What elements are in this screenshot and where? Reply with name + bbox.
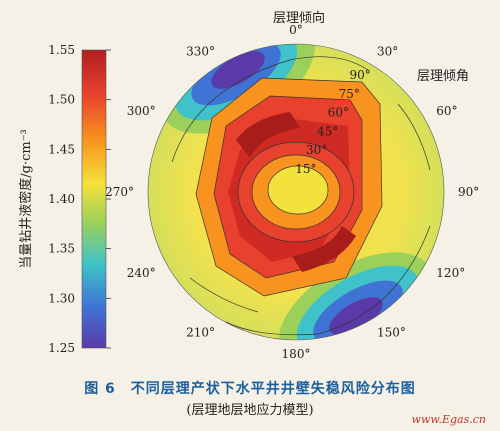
figure-caption-title: 图 6 不同层理产状下水平井井壁失稳风险分布图 xyxy=(84,381,416,397)
colorbar-tick-label: 1.55 xyxy=(48,43,75,57)
dip-axis-title: 层理倾角 xyxy=(417,69,469,84)
azimuth-tick-label: 30° xyxy=(377,45,398,59)
colorbar-tick-label: 1.40 xyxy=(48,192,75,206)
azimuth-tick-label: 0° xyxy=(289,23,303,37)
colorbar-tick-label: 1.25 xyxy=(48,341,75,355)
azimuth-tick-label: 60° xyxy=(436,104,457,118)
azimuth-tick-label: 330° xyxy=(186,45,215,59)
colorbar-tick-label: 1.45 xyxy=(48,142,75,156)
colorbar-label: 当量钻井液密度/g·cm⁻³ xyxy=(18,129,34,269)
azimuth-tick-label: 90° xyxy=(458,185,479,199)
azimuth-tick-label: 270° xyxy=(105,185,134,199)
dip-tick-label: 15° xyxy=(295,162,316,176)
colorbar-tick-label: 1.30 xyxy=(48,291,75,305)
azimuth-axis-title: 层理倾向 xyxy=(273,10,325,26)
azimuth-tick-label: 180° xyxy=(282,347,311,361)
dip-tick-label: 45° xyxy=(317,124,338,138)
colorbar-tick-label: 1.35 xyxy=(48,242,75,256)
high-density-region xyxy=(195,77,383,297)
colorbar: 1.55 1.50 1.45 1.40 1.35 1.30 1.25 当量钻井液密度/g·c… xyxy=(18,43,111,355)
dip-tick-label: 90° xyxy=(349,68,370,82)
colorbar-ticks: 1.55 1.50 1.45 1.40 1.35 1.30 1.25 xyxy=(48,43,111,355)
dip-tick-label: 75° xyxy=(339,87,360,101)
colorbar-tick-label: 1.50 xyxy=(48,93,75,107)
polar-plot xyxy=(148,44,444,340)
contour-lines xyxy=(171,56,431,336)
azimuth-labels: 0° 30° 60° 90° 120° 150° 180° 210° 240° 270° 300° 3… xyxy=(105,23,479,361)
azimuth-tick-label: 210° xyxy=(186,325,215,339)
disk-outline xyxy=(147,43,445,341)
azimuth-tick-label: 300° xyxy=(127,104,156,118)
dip-tick-label: 30° xyxy=(306,143,327,157)
colorbar-gradient xyxy=(81,49,107,349)
azimuth-tick-label: 120° xyxy=(436,266,465,280)
low-density-lobe-nw xyxy=(161,44,315,134)
azimuth-tick-label: 240° xyxy=(127,266,156,280)
figure-caption-subtitle: (层理地层地应力模型) xyxy=(186,403,314,418)
azimuth-tick-label: 150° xyxy=(377,325,406,339)
dip-labels: 15° 30° 45° 60° 75° 90° xyxy=(295,68,370,176)
dip-tick-label: 60° xyxy=(328,106,349,120)
watermark: www.Egas.cn xyxy=(411,413,486,426)
